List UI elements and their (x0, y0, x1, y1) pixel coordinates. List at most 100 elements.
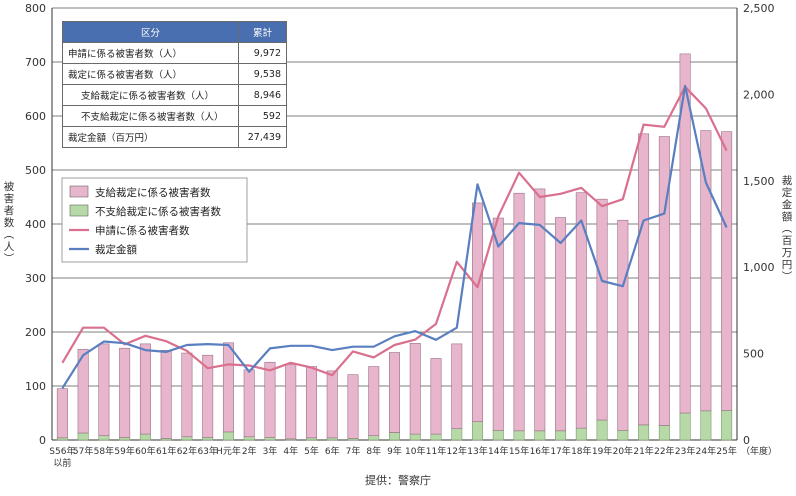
summary-row-label: 申請に係る被害者数（人） (62, 42, 239, 64)
bar-paid (658, 136, 670, 426)
x-tick-label: 8年 (366, 445, 381, 457)
y2-tick-label: 500 (743, 348, 764, 361)
axis-title-char: 百 (782, 235, 793, 247)
summary-header-total: 累計 (238, 21, 287, 43)
bar-paid (347, 374, 359, 439)
bar-paid (700, 130, 712, 412)
y2-tick-label: 2,500 (743, 2, 775, 15)
tick-labels: 0 100 200 300 400 500 600 700 800 0 500 1,000 1,500 2… (25, 2, 777, 469)
bar-paid (451, 343, 463, 429)
x-tick-label: 6年 (325, 445, 340, 457)
axis-title-char: （ (2, 229, 14, 240)
bar-unpaid (56, 437, 68, 441)
bar-paid (285, 364, 297, 440)
bar-unpaid (202, 436, 214, 441)
x-tick-label: 14年 (488, 445, 508, 457)
x-tick-label: S56年 (49, 445, 75, 457)
summary-row-value: 8,946 (238, 84, 287, 106)
x-tick-label: 57年 (73, 445, 93, 457)
bar-paid (389, 352, 400, 433)
axis-title-char: 裁 (782, 174, 793, 187)
summary-row-label: 支給裁定に係る被害者数（人） (67, 84, 239, 106)
axis-title-char: ） (2, 253, 14, 264)
summary-row: 不支給裁定に係る被害者数（人） 592 (62, 105, 287, 127)
x-tick-label: 5年 (304, 445, 319, 457)
y2-tick-label: 1,000 (743, 261, 775, 274)
bar-unpaid (389, 432, 400, 441)
axis-title-char: 金 (782, 198, 793, 211)
bar-paid (222, 342, 234, 433)
x-tick-label: 15年 (509, 445, 529, 457)
bar-series (56, 53, 733, 441)
y-axis-title: 被害者数（人） (2, 180, 15, 263)
bar-unpaid (326, 437, 338, 441)
y-tick-label: 400 (25, 218, 46, 231)
bar-paid (202, 354, 214, 438)
bar-paid (492, 217, 504, 431)
axis-title-char: 人 (4, 241, 15, 253)
y-tick-label: 500 (25, 164, 46, 177)
bar-paid (139, 343, 151, 435)
x-tick-label: 22年 (654, 445, 674, 457)
axis-title-char: （ (780, 223, 792, 234)
bar-paid (638, 133, 650, 426)
x-tick-label: 7年 (346, 445, 361, 457)
bar-paid (98, 343, 110, 436)
bar-paid (160, 350, 172, 439)
axis-title-char: 害 (4, 192, 15, 205)
bar-paid (181, 352, 193, 438)
y-tick-label: 600 (25, 110, 46, 123)
bar-unpaid (430, 433, 442, 441)
bar-paid (368, 366, 380, 436)
summary-header-category: 区分 (62, 21, 239, 43)
summary-row: 申請に係る被害者数（人） 9,972 (62, 42, 287, 64)
y-tick-label: 800 (25, 2, 46, 15)
summary-row-value: 9,538 (238, 63, 287, 85)
axis-title-char: 者 (4, 205, 15, 217)
bar-unpaid (575, 427, 587, 441)
axis-title-char: 額 (782, 210, 793, 223)
legend-swatch (69, 185, 89, 198)
bar-unpaid (679, 412, 691, 441)
legend-label: 裁定金額 (95, 243, 137, 256)
bar-paid (617, 219, 629, 431)
x-tick-label: 60年 (135, 445, 155, 457)
bar-unpaid (700, 410, 712, 441)
line-amount (61, 84, 728, 389)
axes (51, 8, 738, 440)
axis-title-char: 万 (782, 247, 793, 259)
bar-paid (326, 370, 338, 439)
bar-unpaid (451, 428, 463, 441)
summary-row-value: 9,972 (238, 42, 287, 64)
x-tick-label: 20年 (613, 445, 633, 457)
bar-unpaid (264, 436, 276, 441)
x-tick-label: 以前 (53, 457, 71, 469)
x-tick-label: 59年 (114, 445, 134, 457)
bar-unpaid (139, 433, 151, 441)
x-tick-label: 10年 (405, 445, 425, 457)
bar-paid (243, 369, 255, 438)
x-tick-label: 12年 (447, 445, 467, 457)
summary-row-value: 27,439 (238, 126, 287, 148)
legend-swatch (69, 204, 89, 217)
bar-unpaid (658, 425, 670, 441)
summary-row: 支給裁定に係る被害者数（人） 8,946 (62, 84, 287, 106)
axis-title-char: 数 (4, 216, 15, 229)
bar-paid (534, 188, 546, 432)
legend-label: 不支給裁定に係る被害者数 (95, 205, 221, 218)
source-label: 提供：警察庁 (365, 473, 431, 487)
bar-paid (409, 343, 421, 435)
x-tick-label: 16年 (530, 445, 550, 457)
x-tick-label: 17年 (550, 445, 570, 457)
bar-unpaid (243, 436, 255, 441)
bar-unpaid (305, 437, 317, 441)
axis-title-char: ） (780, 271, 792, 282)
y2-tick-label: 2,000 (743, 88, 775, 101)
bar-unpaid (119, 436, 131, 441)
axis-titles: 被害者数（人）裁定金額（百万円）提供：警察庁 (2, 174, 793, 487)
summary-row: 裁定金額（百万円） 27,439 (62, 126, 287, 148)
axis-title-char: 円 (782, 259, 793, 271)
summary-header-row: 区分 累計 (62, 21, 287, 43)
summary-row: 裁定に係る被害者数（人） 9,538 (62, 63, 287, 85)
